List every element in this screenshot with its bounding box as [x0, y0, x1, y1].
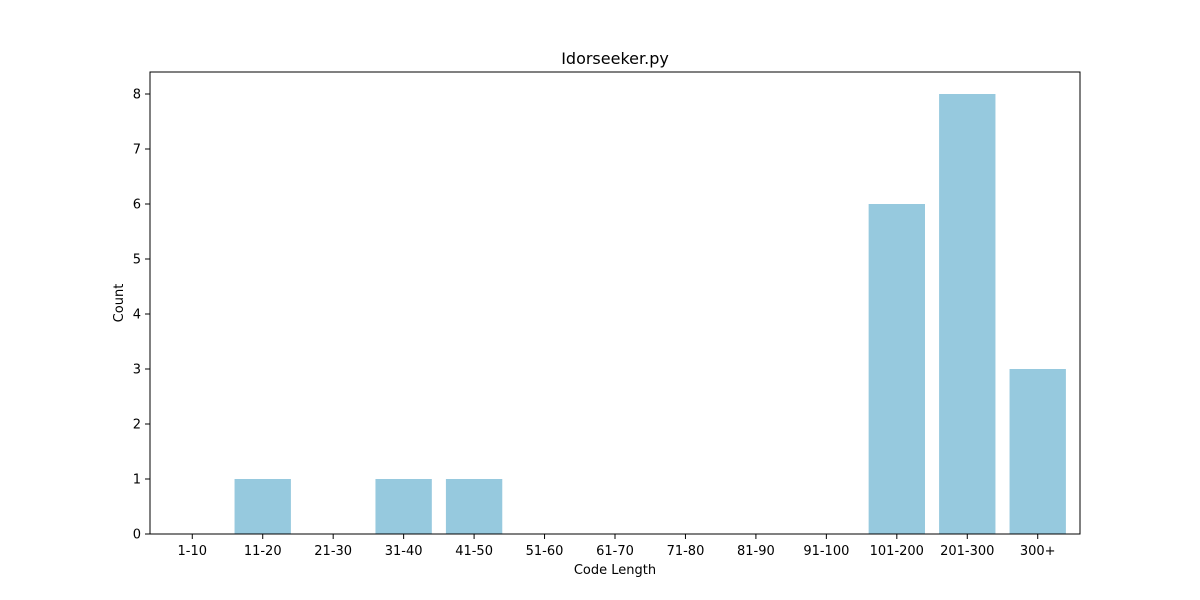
y-tick-label: 3 — [133, 363, 141, 378]
x-tick-label: 91-100 — [803, 544, 849, 559]
x-tick-label: 31-40 — [385, 544, 423, 559]
y-tick-label: 8 — [133, 88, 141, 103]
x-tick-label: 101-200 — [870, 544, 924, 559]
bar-101-200 — [868, 204, 925, 534]
x-axis-ticks: 1-10 11-20 21-30 31-40 41-50 51-60 61-70 71-80 8… — [178, 534, 1056, 559]
bars-group — [234, 94, 1066, 534]
x-tick-label: 81-90 — [737, 544, 775, 559]
chart-title: Idorseeker.py — [561, 49, 669, 68]
x-tick-label: 300+ — [1020, 544, 1056, 559]
y-tick-label: 2 — [133, 418, 141, 433]
bar-300+ — [1009, 369, 1066, 534]
y-tick-label: 0 — [133, 528, 141, 543]
x-tick-label: 41-50 — [455, 544, 493, 559]
x-tick-label: 1-10 — [178, 544, 208, 559]
y-axis-label: Count — [112, 284, 127, 323]
bar-11-20 — [234, 479, 291, 534]
bar-201-300 — [939, 94, 996, 534]
x-tick-label: 11-20 — [244, 544, 282, 559]
x-tick-label: 71-80 — [667, 544, 705, 559]
y-tick-label: 1 — [133, 473, 141, 488]
x-tick-label: 201-300 — [940, 544, 994, 559]
y-axis-ticks: 0 1 2 3 4 5 6 7 8 — [133, 88, 150, 543]
plot-area-frame — [149, 71, 1081, 535]
x-tick-label: 51-60 — [526, 544, 564, 559]
x-axis-label: Code Length — [574, 563, 656, 578]
y-tick-label: 7 — [133, 143, 141, 158]
y-tick-label: 6 — [133, 198, 141, 213]
x-tick-label: 21-30 — [314, 544, 352, 559]
y-tick-label: 4 — [133, 308, 141, 323]
bar-31-40 — [375, 479, 432, 534]
x-tick-label: 61-70 — [596, 544, 634, 559]
y-tick-label: 5 — [133, 253, 141, 268]
bar-41-50 — [445, 479, 503, 534]
